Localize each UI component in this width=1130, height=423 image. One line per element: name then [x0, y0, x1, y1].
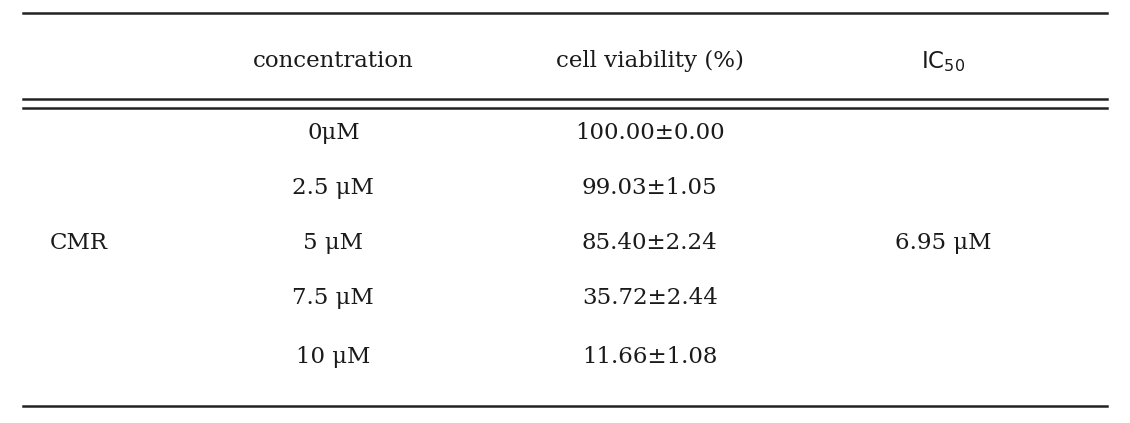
- Text: 35.72±2.44: 35.72±2.44: [582, 287, 718, 309]
- Text: 0μM: 0μM: [307, 122, 359, 144]
- Text: 6.95 μM: 6.95 μM: [895, 232, 992, 254]
- Text: $\mathrm{IC}_{50}$: $\mathrm{IC}_{50}$: [921, 49, 966, 74]
- Text: concentration: concentration: [253, 50, 414, 72]
- Text: 99.03±1.05: 99.03±1.05: [582, 177, 718, 199]
- Text: CMR: CMR: [50, 232, 108, 254]
- Text: 2.5 μM: 2.5 μM: [293, 177, 374, 199]
- Text: 5 μM: 5 μM: [303, 232, 364, 254]
- Text: 7.5 μM: 7.5 μM: [293, 287, 374, 309]
- Text: cell viability (%): cell viability (%): [556, 50, 744, 72]
- Text: 100.00±0.00: 100.00±0.00: [575, 122, 724, 144]
- Text: 85.40±2.24: 85.40±2.24: [582, 232, 718, 254]
- Text: 11.66±1.08: 11.66±1.08: [582, 346, 718, 368]
- Text: 10 μM: 10 μM: [296, 346, 371, 368]
